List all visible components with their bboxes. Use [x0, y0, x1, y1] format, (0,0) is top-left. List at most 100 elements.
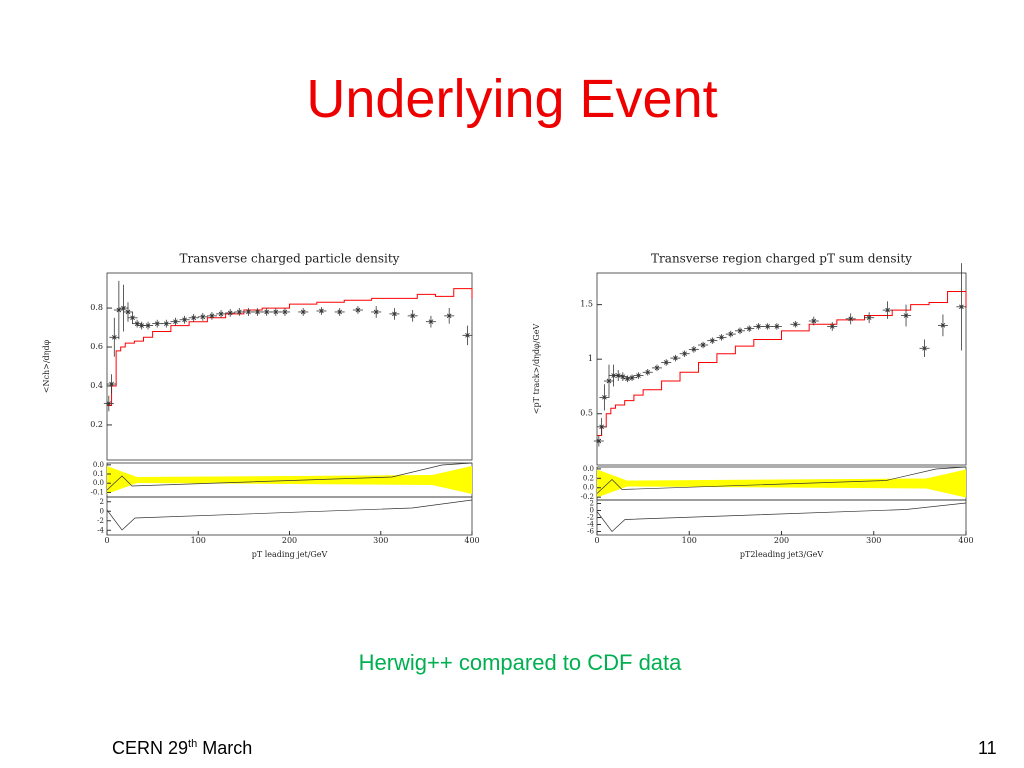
- x-tick-label: 300: [866, 536, 881, 545]
- footer-sup: th: [188, 738, 198, 750]
- page-number: 11: [978, 738, 997, 758]
- ratio-tick-label: 0: [100, 507, 104, 515]
- ratio-tick-label: 0.0: [583, 465, 594, 473]
- data-point: [719, 335, 724, 340]
- ratio-tick-label: 0.0: [93, 479, 104, 487]
- uncertainty-band: [107, 466, 472, 494]
- data-point: [654, 365, 660, 371]
- data-point: [236, 309, 242, 315]
- y-axis-label: <pT track>/dηdφ/GeV: [532, 324, 541, 415]
- ratio-tick-label: 0.0: [583, 484, 594, 492]
- data-point: [446, 313, 452, 319]
- data-point: [756, 324, 761, 329]
- data-point: [227, 310, 233, 316]
- ratio-tick-label: 2: [100, 498, 104, 506]
- x-tick-label: 200: [282, 536, 297, 545]
- data-point: [109, 381, 114, 387]
- x-tick-label: 300: [373, 536, 388, 545]
- ratio-tick-label: -6: [587, 528, 594, 536]
- data-point: [106, 401, 112, 406]
- data-point: [940, 323, 946, 328]
- data-point: [629, 375, 635, 381]
- data-point: [620, 374, 626, 379]
- y-tick-label: 0.8: [90, 303, 103, 312]
- data-point: [602, 395, 607, 400]
- x-tick-label: 0: [594, 536, 599, 545]
- data-point: [663, 360, 669, 365]
- data-point: [282, 309, 288, 315]
- data-point: [154, 321, 160, 326]
- slide-title: Underlying Event: [306, 69, 718, 129]
- data-point: [255, 309, 260, 315]
- ratio-tick-label: -4: [97, 526, 104, 534]
- mc-histogram: [597, 291, 967, 437]
- data-point: [200, 314, 206, 320]
- data-point: [691, 347, 697, 352]
- charts: Transverse charged particle density pT le…: [42, 252, 974, 560]
- footer-text: CERN 29: [112, 738, 189, 758]
- ratio-line: [106, 499, 473, 531]
- chart-title: Transverse region charged pT sum density: [651, 252, 912, 266]
- panel-frame: [106, 272, 473, 461]
- data-point: [373, 309, 379, 315]
- x-tick-label: 400: [958, 536, 973, 545]
- data-point: [636, 373, 641, 378]
- data-point: [130, 315, 135, 321]
- panel-frame: [596, 272, 967, 466]
- ratio-tick-label: 0.0: [93, 461, 104, 469]
- data-point: [191, 315, 197, 321]
- data-point: [700, 342, 706, 348]
- data-point: [709, 338, 715, 343]
- data-point: [765, 324, 770, 329]
- data-point: [866, 315, 872, 321]
- x-tick-label: 100: [191, 536, 206, 545]
- x-tick-label: 400: [464, 536, 479, 545]
- data-point: [337, 309, 343, 315]
- y-tick-label: 1.5: [580, 300, 593, 309]
- ratio-tick-label: 0: [590, 507, 594, 515]
- data-point: [728, 331, 734, 337]
- data-point: [746, 326, 752, 331]
- data-point: [209, 313, 215, 319]
- ratio-line: [596, 502, 967, 533]
- data-point: [682, 351, 687, 357]
- footer-text: March: [197, 738, 253, 758]
- data-point: [673, 355, 678, 361]
- data-point: [599, 424, 604, 430]
- data-point: [793, 321, 798, 327]
- x-axis-label: pT2leading jet3/GeV: [740, 550, 823, 559]
- ratio-tick-label: 0.1: [93, 470, 104, 478]
- data-point: [392, 311, 397, 317]
- data-point: [125, 309, 131, 315]
- data-point: [355, 307, 361, 313]
- data-point: [246, 309, 251, 315]
- data-point: [922, 345, 927, 351]
- panel-frame: [596, 499, 967, 536]
- ratio-tick-label: -2: [587, 514, 594, 522]
- data-point: [596, 438, 602, 444]
- data-point: [163, 321, 169, 326]
- data-point: [645, 369, 651, 375]
- x-tick-label: 200: [774, 536, 789, 545]
- ratio-tick-label: 2: [590, 500, 594, 508]
- data-point: [300, 309, 306, 315]
- data-point: [465, 333, 470, 338]
- data-point: [428, 319, 434, 325]
- mc-histogram: [107, 288, 473, 406]
- data-point: [116, 307, 122, 313]
- data-point: [606, 378, 612, 384]
- ratio-line: [106, 462, 473, 491]
- y-tick-label: 0.4: [90, 381, 103, 390]
- panel-frame: [106, 496, 473, 536]
- data-point: [273, 309, 279, 315]
- y-tick-label: 0.6: [90, 342, 103, 351]
- data-point: [959, 304, 964, 310]
- data-point: [829, 324, 835, 329]
- data-point: [811, 318, 817, 324]
- uncertainty-band: [597, 469, 966, 498]
- data-point: [848, 316, 854, 322]
- x-tick-label: 0: [104, 536, 109, 545]
- data-point: [139, 323, 144, 328]
- data-point: [121, 305, 126, 311]
